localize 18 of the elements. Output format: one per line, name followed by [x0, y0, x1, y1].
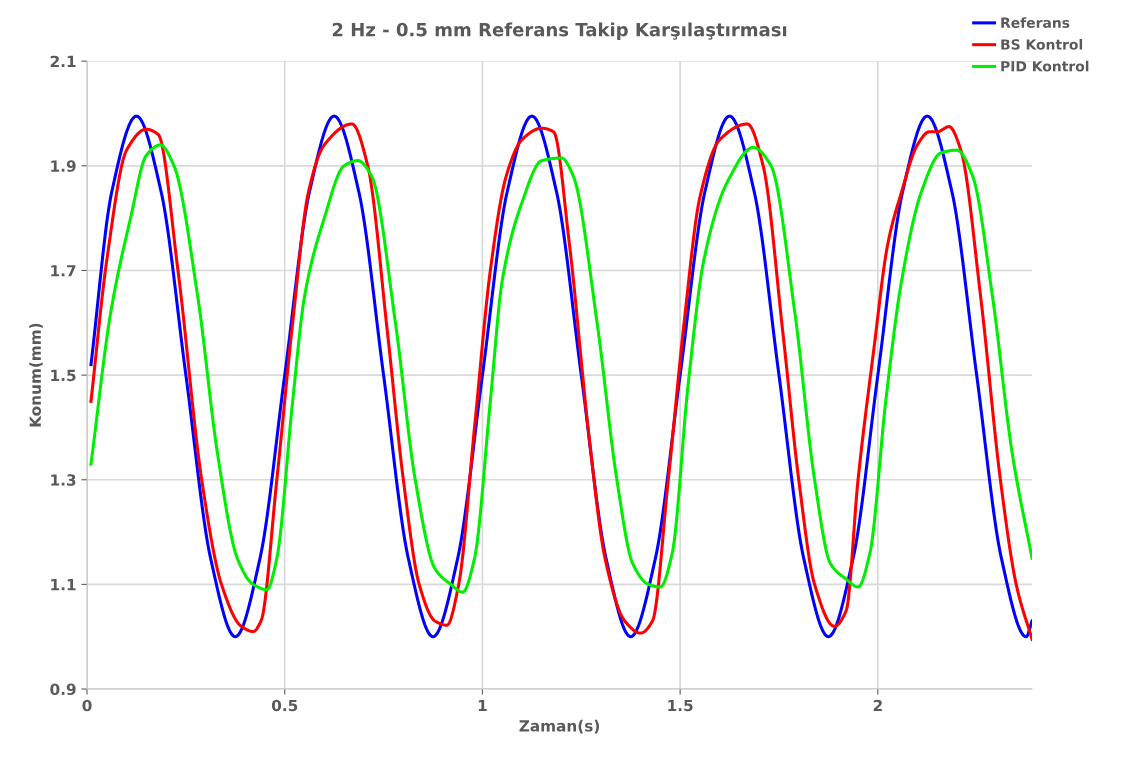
- x-tick-label: 0: [82, 699, 92, 712]
- y-tick-label: 1.7: [51, 265, 76, 277]
- y-tick-label: 1.9: [51, 160, 76, 172]
- x-tick-label: 1: [478, 699, 487, 712]
- y-tick-label: 0.9: [50, 683, 76, 696]
- y-tick-label: 1.3: [51, 474, 76, 486]
- y-tick-label: 1.5: [51, 369, 76, 382]
- y-tick-label: 2.1: [50, 55, 76, 67]
- legend-label: BS Kontrol: [1001, 38, 1083, 50]
- legend-label: Referans: [1001, 17, 1070, 28]
- x-tick-label: 2: [873, 699, 882, 712]
- x-tick-label: 0.5: [271, 699, 298, 712]
- legend-label: PID Kontrol: [1001, 60, 1089, 72]
- y-axis-title: Konum(mm): [29, 323, 43, 427]
- chart-title: 2 Hz - 0.5 mm Referans Takip Karşılaştırması: [332, 22, 787, 40]
- x-tick-label: 1.5: [668, 699, 693, 712]
- x-axis-title: Zaman(s): [519, 719, 599, 734]
- y-tick-label: 1.1: [51, 579, 76, 591]
